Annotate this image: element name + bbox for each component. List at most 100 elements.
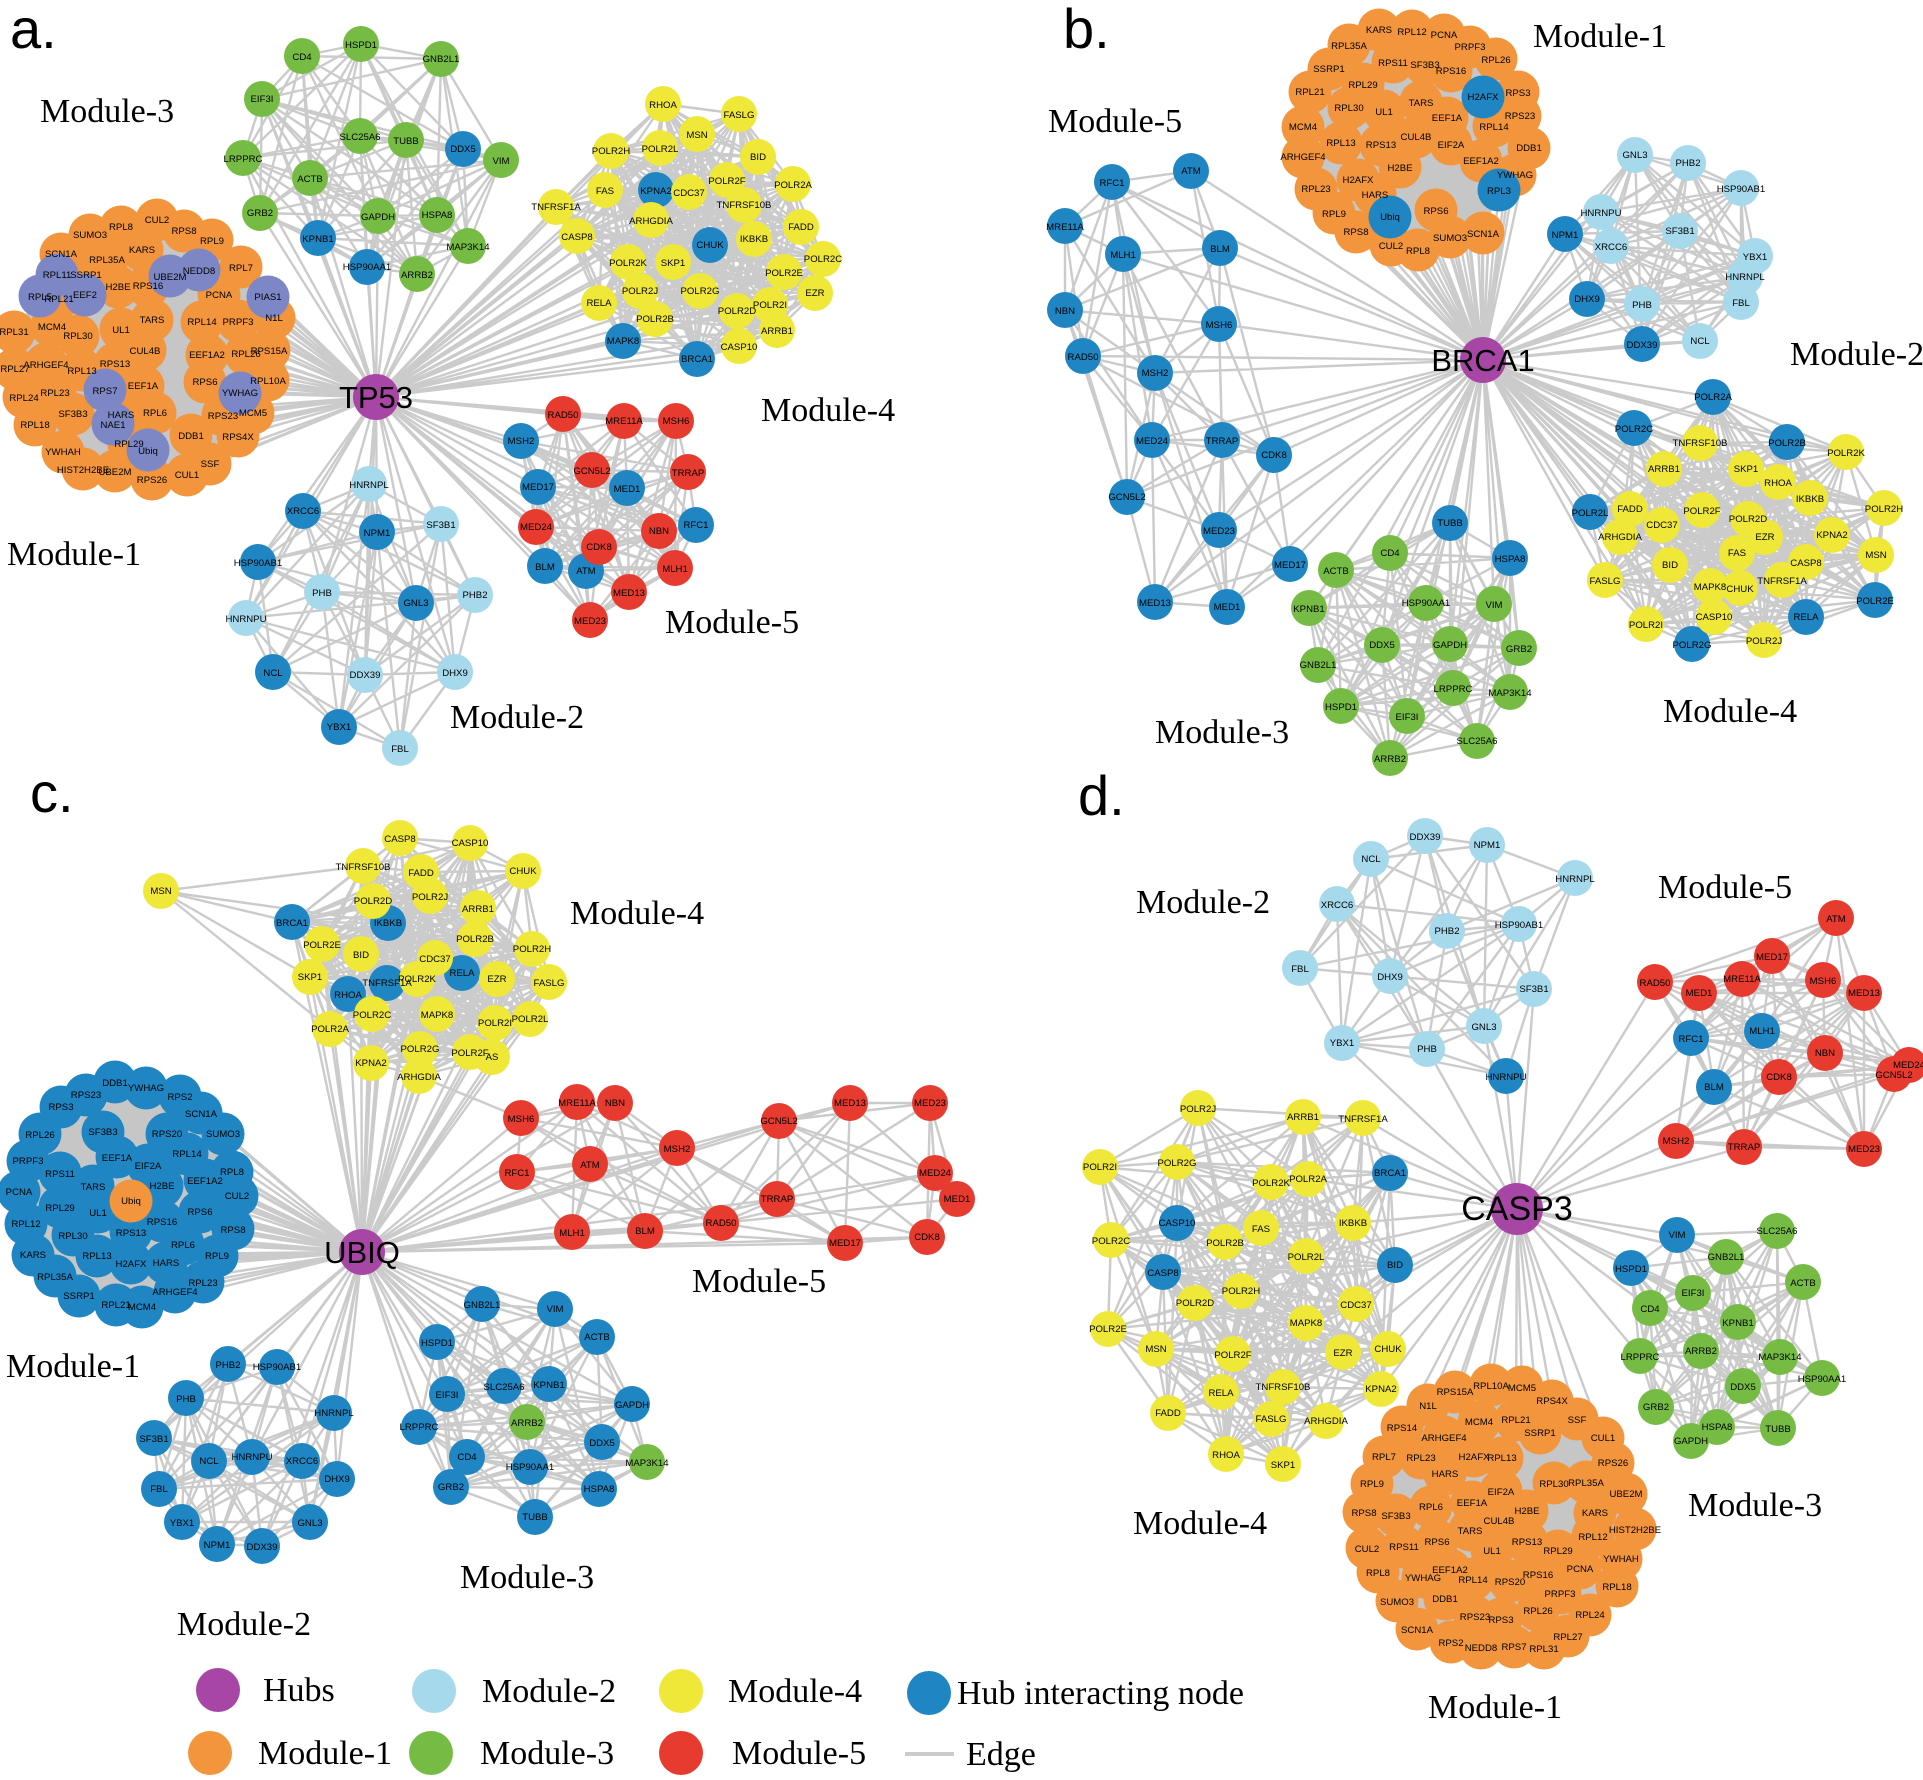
svg-text:NPM1: NPM1 — [364, 528, 391, 539]
svg-text:MAPK8: MAPK8 — [1290, 1318, 1323, 1329]
svg-text:RPL23: RPL23 — [40, 388, 69, 399]
svg-text:KPNA2: KPNA2 — [1816, 530, 1847, 541]
svg-text:ARRB2: ARRB2 — [401, 270, 433, 281]
svg-text:BID: BID — [750, 152, 766, 163]
svg-text:MLH1: MLH1 — [662, 564, 688, 575]
svg-text:CHUK: CHUK — [1374, 1344, 1402, 1355]
svg-text:PHB: PHB — [176, 1394, 196, 1405]
svg-text:RPS8: RPS8 — [171, 226, 196, 237]
svg-text:MRE11A: MRE11A — [1046, 222, 1084, 233]
svg-text:LRPPRC: LRPPRC — [224, 154, 263, 165]
svg-text:HNRNPU: HNRNPU — [1580, 208, 1621, 219]
svg-text:VIM: VIM — [1668, 1230, 1685, 1241]
svg-text:RPL12: RPL12 — [1578, 1532, 1607, 1543]
svg-text:MAP3K14: MAP3K14 — [446, 242, 490, 253]
svg-text:SCN1A: SCN1A — [1467, 229, 1500, 240]
svg-text:RPS6: RPS6 — [192, 377, 217, 388]
svg-text:GCN5L2: GCN5L2 — [573, 466, 610, 477]
svg-text:TUBB: TUBB — [1765, 1424, 1791, 1435]
svg-text:Module-5: Module-5 — [1658, 869, 1792, 906]
svg-text:XRCC6: XRCC6 — [1321, 900, 1354, 911]
svg-text:RPS13: RPS13 — [116, 1228, 146, 1239]
svg-text:NCL: NCL — [1690, 336, 1710, 347]
svg-text:CUL4B: CUL4B — [1401, 132, 1432, 143]
svg-text:RPL29: RPL29 — [1543, 1546, 1572, 1557]
svg-text:ACTB: ACTB — [1323, 566, 1349, 577]
svg-text:IKBKB: IKBKB — [1796, 494, 1824, 505]
svg-text:CUL4B: CUL4B — [130, 346, 161, 357]
svg-text:MSN: MSN — [150, 886, 171, 897]
svg-text:MRE11A: MRE11A — [1723, 974, 1761, 985]
svg-text:POLR2A: POLR2A — [1289, 1174, 1327, 1185]
svg-text:MCM4: MCM4 — [1465, 1417, 1494, 1428]
svg-text:ACTB: ACTB — [1790, 1278, 1816, 1289]
svg-text:PCNA: PCNA — [6, 1187, 33, 1198]
svg-text:POLR2J: POLR2J — [622, 286, 658, 297]
svg-text:SUMO3: SUMO3 — [73, 230, 107, 241]
svg-text:SUMO3: SUMO3 — [206, 1129, 240, 1140]
svg-text:H2BE: H2BE — [1514, 1506, 1539, 1517]
svg-text:TARS: TARS — [1458, 1526, 1483, 1537]
svg-text:POLR2G: POLR2G — [1673, 640, 1712, 651]
svg-text:POLR2D: POLR2D — [354, 896, 392, 907]
svg-text:BID: BID — [1662, 560, 1678, 571]
svg-text:CASP10: CASP10 — [1696, 612, 1733, 623]
svg-text:PIAS1: PIAS1 — [254, 292, 281, 303]
svg-text:MLH1: MLH1 — [559, 1228, 585, 1239]
svg-text:YBX1: YBX1 — [170, 1518, 195, 1529]
svg-text:ARHGEF4: ARHGEF4 — [1421, 1433, 1467, 1444]
svg-text:POLR2E: POLR2E — [303, 940, 341, 951]
svg-text:CHUK: CHUK — [696, 240, 724, 251]
svg-text:BRCA1: BRCA1 — [276, 918, 308, 929]
svg-text:TRRAP: TRRAP — [1206, 436, 1239, 447]
svg-text:TARS: TARS — [1409, 98, 1434, 109]
svg-text:RPS16: RPS16 — [1436, 66, 1466, 77]
svg-text:H2BE: H2BE — [105, 282, 130, 293]
svg-text:POLR2F: POLR2F — [451, 1048, 488, 1059]
svg-text:PHB2: PHB2 — [462, 590, 487, 601]
svg-text:DHX9: DHX9 — [1377, 972, 1403, 983]
svg-text:EEF1A: EEF1A — [1457, 1498, 1488, 1509]
svg-text:HSPD1: HSPD1 — [421, 1338, 453, 1349]
svg-text:SUMO3: SUMO3 — [1380, 1597, 1414, 1608]
svg-text:RPL30: RPL30 — [1334, 103, 1363, 114]
svg-text:RPL18: RPL18 — [20, 420, 49, 431]
svg-text:HSP90AB1: HSP90AB1 — [1717, 184, 1766, 195]
svg-text:RPL6: RPL6 — [143, 408, 167, 419]
svg-text:POLR2I: POLR2I — [478, 1018, 512, 1029]
svg-text:NPM1: NPM1 — [1552, 230, 1579, 241]
svg-text:PHB2: PHB2 — [215, 1360, 240, 1371]
svg-text:RPS13: RPS13 — [1512, 1537, 1542, 1548]
svg-text:EEF1A2: EEF1A2 — [1463, 156, 1499, 167]
svg-text:ARRB2: ARRB2 — [1685, 1346, 1717, 1357]
svg-text:TNFRSF1A: TNFRSF1A — [1338, 1114, 1388, 1125]
svg-text:CDC37: CDC37 — [1340, 1300, 1371, 1311]
svg-text:GCN5L2: GCN5L2 — [760, 1116, 797, 1127]
svg-text:RPS11: RPS11 — [45, 1169, 75, 1180]
svg-text:ARHGEF4: ARHGEF4 — [152, 1287, 198, 1298]
svg-text:ARHGEF4: ARHGEF4 — [23, 360, 69, 371]
svg-text:RPS8: RPS8 — [1343, 227, 1368, 238]
svg-text:RPL7: RPL7 — [1372, 1452, 1396, 1463]
svg-text:SF3B1: SF3B1 — [1519, 984, 1548, 995]
svg-text:RPS11: RPS11 — [1378, 58, 1408, 69]
svg-text:RELA: RELA — [586, 298, 612, 309]
svg-text:KPNB1: KPNB1 — [302, 234, 333, 245]
svg-text:MSH2: MSH2 — [508, 436, 535, 447]
svg-text:RAD50: RAD50 — [706, 1218, 737, 1229]
svg-text:MLH1: MLH1 — [1749, 1026, 1775, 1037]
svg-text:POLR2H: POLR2H — [1865, 504, 1903, 515]
svg-text:Hub interacting node: Hub interacting node — [957, 1675, 1244, 1712]
svg-text:TUBB: TUBB — [522, 1512, 548, 1523]
svg-text:SSRP1: SSRP1 — [70, 270, 101, 281]
svg-text:RPL14: RPL14 — [1479, 122, 1509, 133]
svg-text:RAD50: RAD50 — [1640, 978, 1671, 989]
svg-text:SF3B1: SF3B1 — [426, 520, 455, 531]
svg-text:HSPD1: HSPD1 — [1325, 702, 1357, 713]
svg-text:GNL3: GNL3 — [297, 1518, 322, 1529]
svg-text:KARS: KARS — [129, 245, 155, 256]
svg-text:POLR2K: POLR2K — [1827, 448, 1865, 459]
svg-text:TRRAP: TRRAP — [761, 1194, 794, 1205]
svg-text:RPL8: RPL8 — [1406, 246, 1430, 257]
svg-text:Module-1: Module-1 — [258, 1735, 392, 1772]
